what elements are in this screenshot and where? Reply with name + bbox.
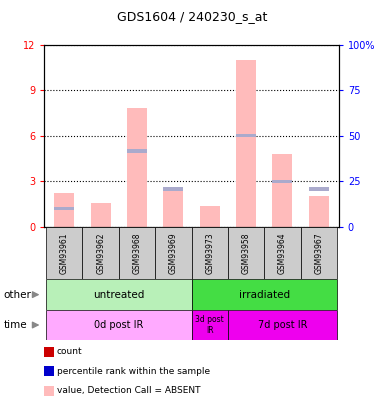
Bar [264,227,301,279]
Text: count: count [57,347,83,356]
Bar [155,227,192,279]
Bar [127,149,147,153]
Bar [228,310,337,340]
Bar [236,60,256,227]
Bar [309,196,329,227]
Text: GSM93967: GSM93967 [314,232,323,274]
Bar [163,187,183,190]
Text: GSM93961: GSM93961 [60,232,69,274]
Bar [200,206,220,227]
Bar [273,179,293,183]
Text: GDS1604 / 240230_s_at: GDS1604 / 240230_s_at [117,10,268,23]
Bar [309,187,329,190]
Bar [192,227,228,279]
Bar [163,187,183,227]
Bar [119,227,155,279]
Text: time: time [4,320,27,330]
Text: value, Detection Call = ABSENT: value, Detection Call = ABSENT [57,386,201,395]
Bar [46,227,82,279]
Text: 7d post IR: 7d post IR [258,320,307,330]
Text: GSM93969: GSM93969 [169,232,178,274]
Text: GSM93973: GSM93973 [205,232,214,274]
Text: percentile rank within the sample: percentile rank within the sample [57,367,210,376]
Bar [301,227,337,279]
Bar [46,279,192,310]
Bar [236,134,256,137]
Text: GSM93964: GSM93964 [278,232,287,274]
Bar [54,194,74,227]
Bar [192,310,228,340]
Bar [192,279,337,310]
Bar [54,207,74,210]
Text: 3d post
IR: 3d post IR [195,315,224,335]
Text: 0d post IR: 0d post IR [94,320,144,330]
Text: GSM93962: GSM93962 [96,232,105,274]
Text: other: other [4,290,32,300]
Text: irradiated: irradiated [239,290,290,300]
Bar [90,202,110,227]
Text: GSM93968: GSM93968 [132,232,142,274]
Bar [273,154,293,227]
Text: untreated: untreated [93,290,144,300]
Bar [46,310,192,340]
Bar [228,227,264,279]
Bar [127,109,147,227]
Bar [82,227,119,279]
Text: GSM93958: GSM93958 [241,232,251,274]
